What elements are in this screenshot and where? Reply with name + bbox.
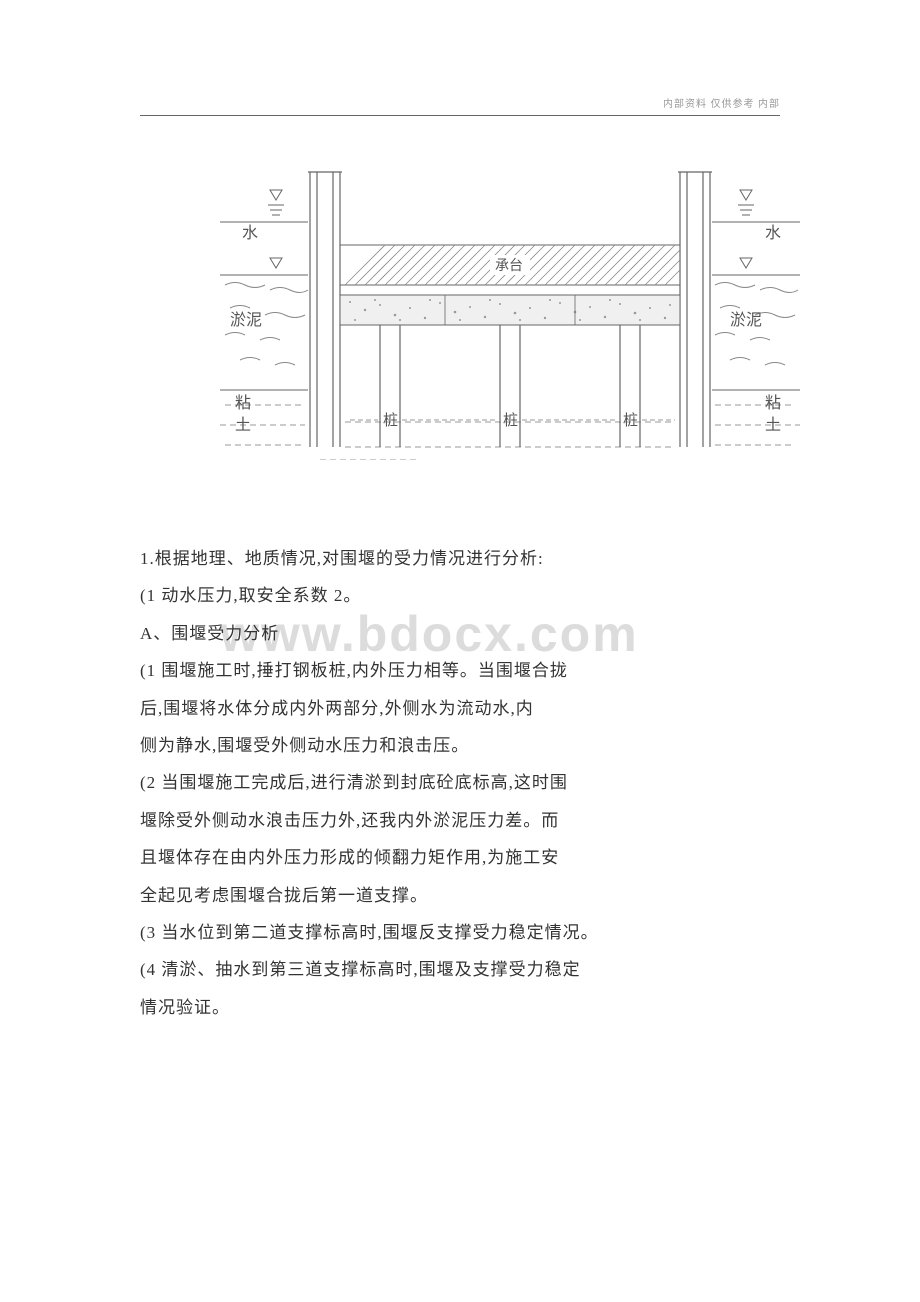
header-right-text: 内部资料 仅供参考 内部 — [663, 95, 780, 110]
text-line-2: A、围堰受力分析 — [140, 615, 780, 652]
text-line-5: 侧为静水,围堰受外侧动水压力和浪击压。 — [140, 727, 780, 764]
text-line-0: 1.根据地理、地质情况,对围堰的受力情况进行分析: — [140, 540, 780, 577]
water-level-left — [268, 190, 284, 215]
clay-label-right-2: 土 — [765, 416, 781, 434]
water-label-right: 水 — [765, 224, 781, 242]
text-line-3: (1 围堰施工时,捶打钢板桩,内外压力相等。当围堰合拢 — [140, 652, 780, 689]
text-line-1: (1 动水压力,取安全系数 2。 — [140, 577, 780, 614]
silt-level-left — [270, 258, 282, 268]
water-label-left: 水 — [242, 224, 258, 242]
text-line-7: 堰除受外侧动水浪击压力外,还我内外淤泥压力差。而 — [140, 802, 780, 839]
pile-label-3: 桩 — [623, 412, 638, 429]
clay-dashes-left — [220, 405, 305, 445]
platform-label: 承台 — [495, 258, 523, 274]
cofferdam-diagram: 水 水 — [220, 160, 800, 460]
text-line-4: 后,围堰将水体分成内外两部分,外侧水为流动水,内 — [140, 690, 780, 727]
clay-dashes-right — [715, 405, 800, 445]
silt-label-left: 淤泥 — [230, 311, 262, 329]
clay-label-left-2: 土 — [235, 416, 251, 434]
gravel-rect — [340, 295, 680, 325]
pile-label-1: 桩 — [383, 412, 398, 429]
document-page: 内部资料 仅供参考 内部 www.bdocx.com — [0, 0, 920, 1302]
header-divider — [140, 115, 780, 116]
silt-level-right — [740, 258, 752, 268]
clay-label-right-1: 粘 — [765, 394, 781, 412]
text-line-9: 全起见考虑围堰合拢后第一道支撑。 — [140, 877, 780, 914]
text-line-8: 且堰体存在由内外压力形成的倾翻力矩作用,为施工安 — [140, 839, 780, 876]
text-line-11: (4 清淤、抽水到第三道支撑标高时,围堰及支撑受力稳定 — [140, 951, 780, 988]
diagram-svg: 水 水 — [220, 160, 800, 460]
content-text-area: 1.根据地理、地质情况,对围堰的受力情况进行分析: (1 动水压力,取安全系数 … — [140, 540, 780, 1026]
water-level-right — [738, 190, 754, 215]
clay-dashes-inside — [320, 422, 675, 460]
text-line-10: (3 当水位到第二道支撑标高时,围堰反支撑受力稳定情况。 — [140, 914, 780, 951]
clay-label-left-1: 粘 — [235, 394, 251, 412]
silt-label-right: 淤泥 — [730, 311, 762, 329]
text-line-12: 情况验证。 — [140, 989, 780, 1026]
pile-label-2: 桩 — [503, 412, 518, 429]
text-line-6: (2 当围堰施工完成后,进行清淤到封底砼底标高,这时围 — [140, 764, 780, 801]
